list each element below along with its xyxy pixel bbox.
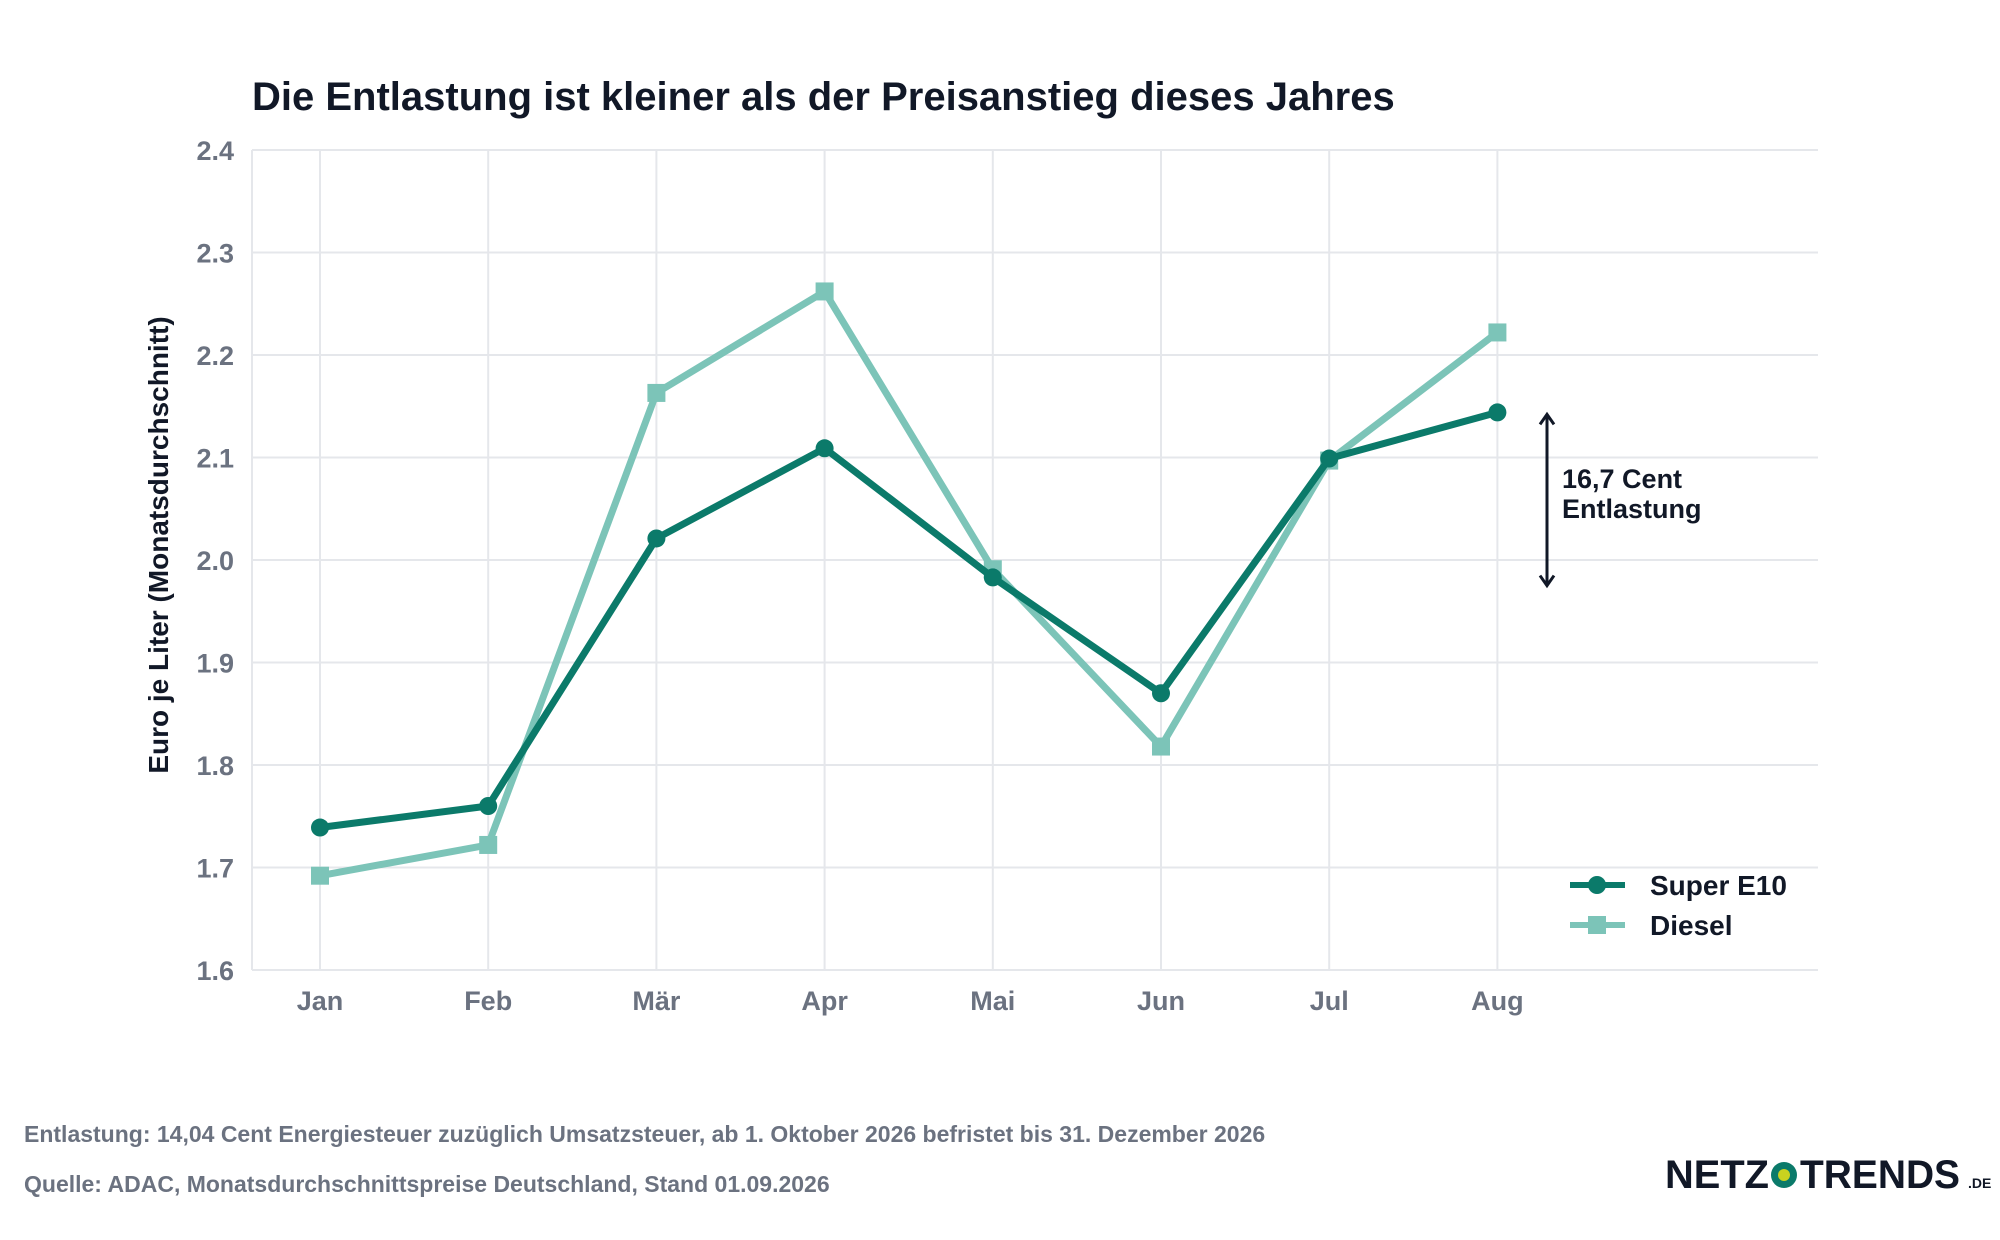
annotation-arrow-head-bottom (1538, 574, 1556, 589)
data-point-super-e10 (311, 818, 329, 837)
y-tick-label: 1.6 (196, 956, 234, 986)
y-tick-label: 2.4 (196, 136, 234, 166)
annotation: 16,7 Cent Entlastung (1538, 411, 1702, 589)
legend-marker-super-e10 (1588, 876, 1606, 894)
x-tick-label: Feb (464, 986, 512, 1016)
data-point-super-e10 (647, 529, 666, 548)
data-point-super-e10 (1320, 449, 1339, 468)
brand-logo: NETZ TRENDS .DE (1665, 1153, 1991, 1197)
annotation-line-1: 16,7 Cent (1562, 464, 1682, 494)
y-axis-label: Euro je Liter (Monatsdurchschnitt) (143, 316, 174, 773)
data-point-super-e10 (983, 568, 1002, 587)
x-tick-label: Apr (801, 986, 848, 1016)
y-tick-label: 2.0 (196, 546, 234, 576)
data-point-super-e10 (815, 439, 834, 458)
data-point-diesel (1488, 323, 1507, 342)
y-tick-label: 1.8 (196, 751, 234, 781)
series-line-super-e10 (319, 409, 1499, 831)
y-tick-label: 2.1 (196, 444, 234, 474)
brand-dot (1778, 1169, 1790, 1181)
annotation-arrow-head-top (1538, 411, 1556, 426)
data-point-diesel (815, 282, 834, 301)
series-line-diesel (319, 287, 1500, 880)
x-axis-ticks: Jan Feb Mär Apr Mai Jun Jul Aug (297, 986, 1524, 1016)
grid (251, 149, 1818, 971)
data-point-diesel (647, 383, 666, 402)
brand-text-left: NETZ (1665, 1153, 1769, 1197)
brand-text-right: TRENDS (1800, 1153, 1960, 1197)
x-tick-label: Aug (1471, 986, 1523, 1016)
brand-tld: .DE (1968, 1175, 1991, 1191)
series-layer (311, 282, 1507, 885)
data-point-super-e10 (479, 797, 498, 815)
y-tick-label: 2.3 (196, 239, 234, 269)
chart-title: Die Entlastung ist kleiner als der Preis… (252, 75, 1395, 119)
source-note: Quelle: ADAC, Monatsdurchschnittspreise … (24, 1171, 830, 1197)
x-tick-label: Jan (297, 986, 344, 1016)
data-point-diesel (1152, 737, 1170, 756)
y-tick-label: 1.9 (196, 649, 234, 679)
footnote: Entlastung: 14,04 Cent Energiesteuer zuz… (24, 1121, 1266, 1147)
legend-label-diesel: Diesel (1650, 910, 1733, 941)
x-tick-label: Mär (632, 986, 681, 1016)
x-tick-label: Mai (970, 986, 1015, 1016)
data-point-diesel (311, 866, 329, 885)
legend-label-super-e10: Super E10 (1650, 870, 1787, 901)
legend: Super E10 Diesel (1570, 870, 1787, 941)
x-tick-label: Jun (1137, 986, 1185, 1016)
y-tick-label: 1.7 (196, 854, 234, 884)
legend-marker-diesel (1588, 916, 1606, 934)
data-point-super-e10 (1152, 684, 1170, 703)
data-point-super-e10 (1488, 403, 1507, 422)
annotation-line-2: Entlastung (1562, 494, 1702, 524)
data-point-diesel (479, 835, 498, 854)
y-axis-ticks: 1.6 1.7 1.8 1.9 2.0 2.1 2.2 2.3 2.4 (196, 136, 234, 986)
y-tick-label: 2.2 (196, 341, 234, 371)
x-tick-label: Jul (1310, 986, 1349, 1016)
